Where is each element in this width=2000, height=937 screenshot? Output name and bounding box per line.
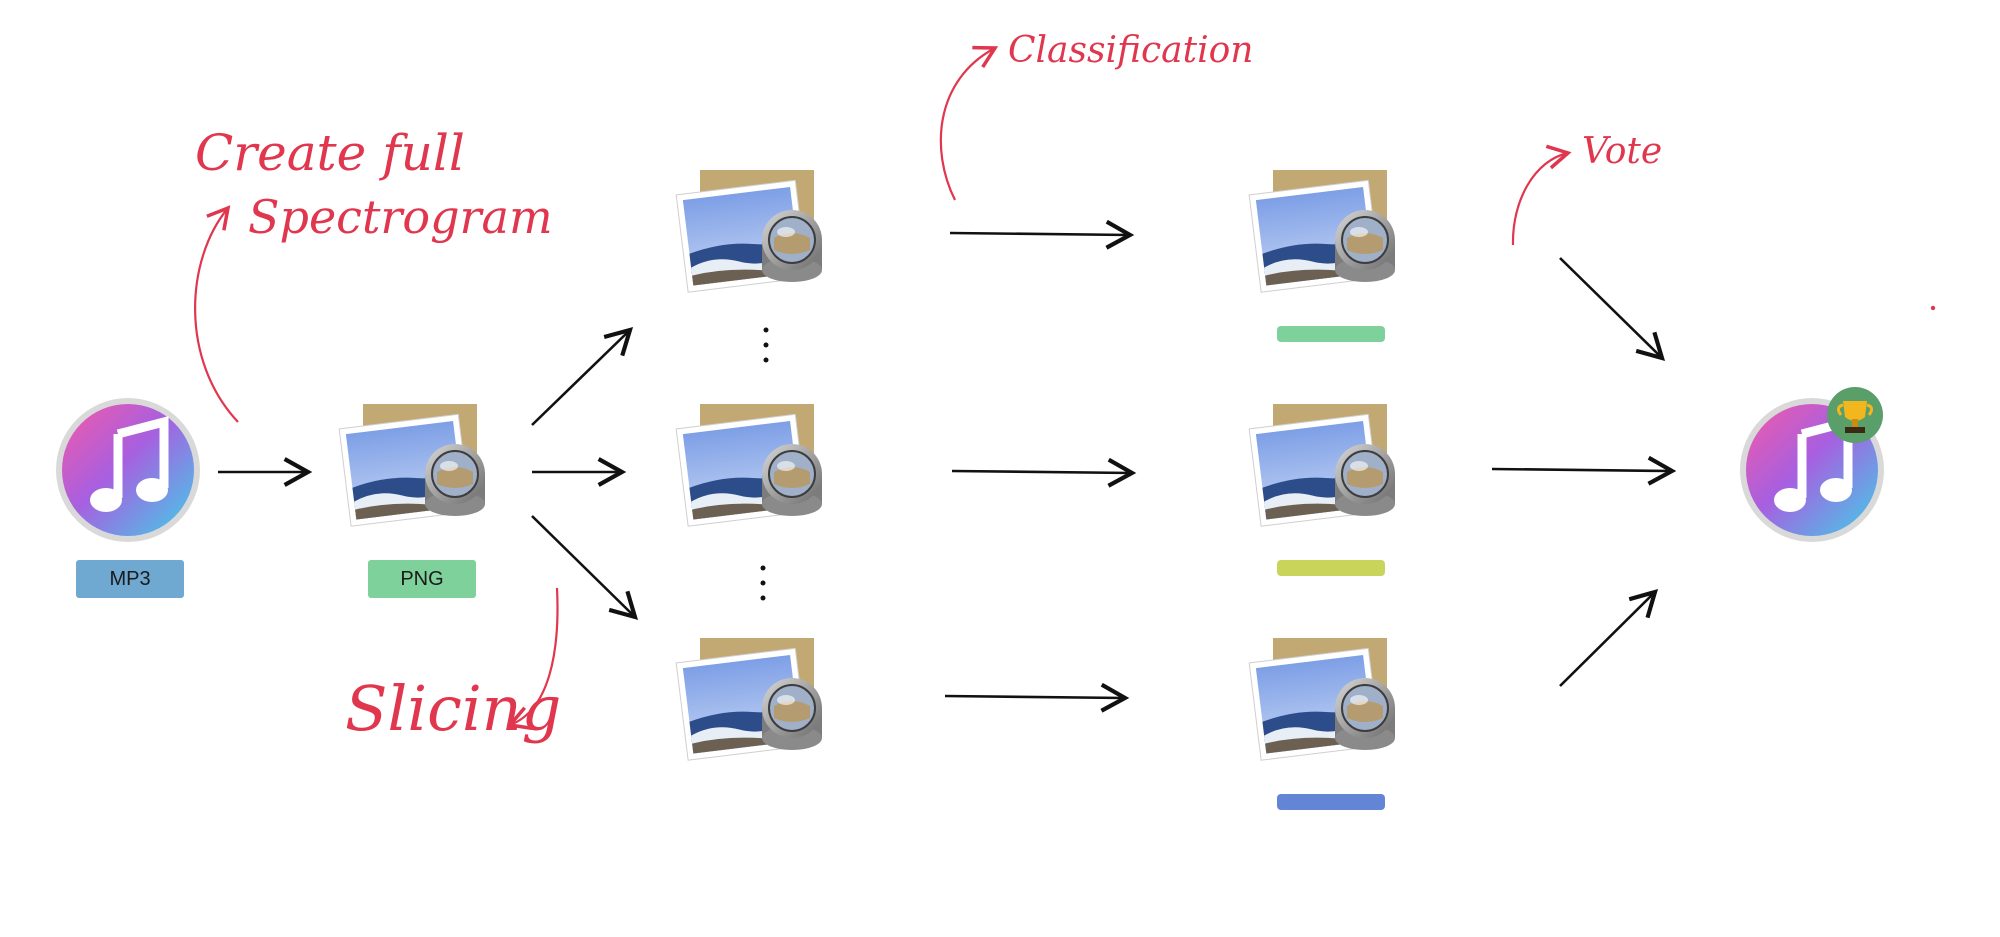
annotation-arrow-vote (1511, 144, 1572, 246)
flow-arrows (218, 219, 1677, 713)
annotation-classification: Classification (1008, 30, 1253, 71)
arrow-classify-top (949, 219, 1135, 250)
annotation-arrow-slicing (506, 587, 559, 731)
slice-image-icon (674, 400, 824, 529)
class-bar-2 (1277, 560, 1385, 576)
arrow-classify-bottom (944, 682, 1130, 713)
annotation-vote: Vote (1582, 131, 1662, 172)
trophy-icon (1827, 387, 1883, 443)
annotation-arrow-classification (939, 45, 999, 201)
music-note-icon (56, 398, 200, 542)
arrow-slice-bottom (531, 515, 639, 620)
input-node (56, 398, 200, 542)
arrow-vote-middle (1491, 455, 1677, 486)
slice-image-icon (674, 166, 824, 295)
classified-image-icon (1247, 166, 1397, 295)
annotation-create-line2: Spectrogram (248, 190, 553, 244)
annotation-create-line1: Create full (195, 124, 465, 182)
output-node (1740, 387, 1884, 542)
annotation-arrows (194, 45, 1572, 731)
classified-image-icon (1247, 400, 1397, 529)
slice-image-icon (674, 634, 824, 763)
class-bar-3 (1277, 794, 1385, 810)
arrow-classify-middle (951, 457, 1137, 488)
spectrogram-image-icon (337, 400, 487, 529)
annotation-slicing: Slicing (345, 672, 561, 745)
png-label: PNG (368, 560, 476, 598)
stray-dot (1930, 305, 1936, 311)
arrow-vote-bottom (1559, 588, 1659, 687)
mp3-label: MP3 (76, 560, 184, 598)
annotation-arrow-create (194, 205, 239, 423)
arrow-vote-top (1559, 257, 1666, 361)
class-bar-1 (1277, 326, 1385, 342)
arrow-slice-top (531, 327, 634, 426)
classified-image-icon (1247, 634, 1397, 763)
ellipsis-dots (760, 327, 769, 601)
